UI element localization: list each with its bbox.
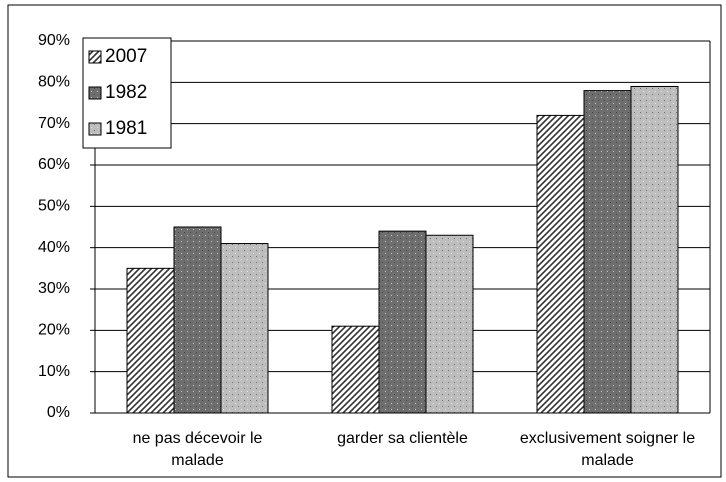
x-tick-label: ne pas décevoir le malade [132, 430, 263, 469]
legend-swatch [88, 50, 102, 64]
y-tick-label: 60% [38, 156, 70, 173]
y-tick-label: 90% [38, 32, 70, 49]
bar [583, 90, 632, 414]
bar [220, 243, 269, 414]
x-tick-label: garder sa clientèle [337, 430, 468, 447]
legend-label: 2007 [105, 46, 147, 67]
legend-swatch [88, 86, 102, 100]
bar [425, 234, 474, 414]
y-tick-label: 70% [38, 115, 70, 132]
chart-border [7, 4, 722, 478]
y-tick-label: 40% [38, 239, 70, 256]
x-tick-label: exclusivement soigner le malade [519, 430, 696, 469]
y-tick-label: 0% [47, 404, 70, 421]
bar [173, 226, 222, 414]
bar [378, 230, 427, 414]
y-tick-label: 30% [38, 280, 70, 297]
y-tick-label: 50% [38, 198, 70, 215]
legend-label: 1982 [105, 82, 147, 103]
legend-label: 1981 [105, 118, 147, 139]
y-tick-label: 20% [38, 322, 70, 339]
bar [126, 267, 175, 414]
bar [331, 325, 380, 414]
legend-swatch [88, 122, 102, 136]
bar [630, 85, 679, 414]
y-tick-label: 10% [38, 363, 70, 380]
bar [536, 114, 585, 414]
y-tick-label: 80% [38, 74, 70, 91]
